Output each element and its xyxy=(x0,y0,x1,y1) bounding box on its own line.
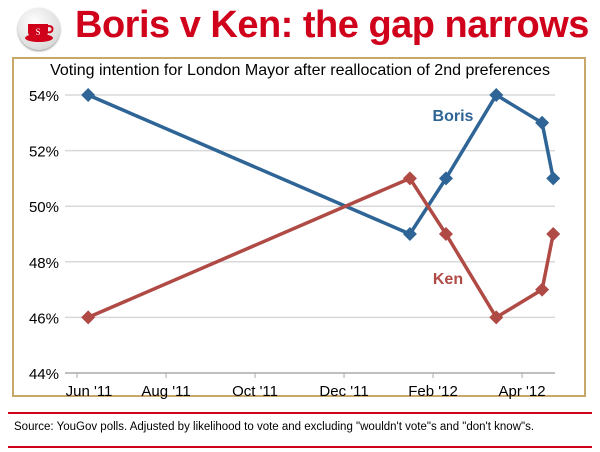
x-tick-label: Oct '11 xyxy=(232,383,278,400)
data-point-boris xyxy=(489,88,504,102)
y-tick-label: 48% xyxy=(29,255,59,272)
footer-divider-top xyxy=(8,412,592,414)
series-label-boris: Boris xyxy=(433,108,474,125)
y-tick-label: 46% xyxy=(29,310,59,327)
y-tick-label: 44% xyxy=(29,366,59,383)
series-line-ken xyxy=(87,176,555,320)
svg-text:S: S xyxy=(35,27,40,37)
teacup-icon: S xyxy=(25,24,54,42)
data-point-boris xyxy=(546,171,561,186)
logo: S xyxy=(18,8,60,50)
source-note: Source: YouGov polls. Adjusted by likeli… xyxy=(14,421,535,433)
x-tick-label: Feb '12 xyxy=(408,383,458,400)
data-point-boris xyxy=(535,115,550,130)
y-tick-label: 50% xyxy=(29,199,59,216)
data-point-ken xyxy=(81,310,96,325)
x-tick-label: Aug '11 xyxy=(141,383,190,400)
x-tick-label: Apr '12 xyxy=(499,383,546,400)
data-point-boris xyxy=(438,171,453,186)
series-line-boris xyxy=(87,92,555,237)
y-tick-label: 54% xyxy=(29,88,59,105)
data-point-ken xyxy=(489,310,504,325)
y-tick-label: 52% xyxy=(29,144,59,161)
x-tick-label: Jun '11 xyxy=(66,383,113,400)
data-point-boris xyxy=(81,88,96,102)
data-point-boris xyxy=(402,227,417,241)
data-point-ken xyxy=(546,227,561,241)
data-point-ken xyxy=(438,227,453,241)
footer-divider-bottom xyxy=(8,446,592,448)
page-title: Boris v Ken: the gap narrows xyxy=(75,4,589,46)
chart-frame xyxy=(12,57,586,397)
chart-title: Voting intention for London Mayor after … xyxy=(50,62,550,79)
data-point-ken xyxy=(402,171,417,186)
x-tick-label: Dec '11 xyxy=(319,383,368,400)
series-label-ken: Ken xyxy=(433,271,463,288)
data-point-ken xyxy=(535,282,550,297)
